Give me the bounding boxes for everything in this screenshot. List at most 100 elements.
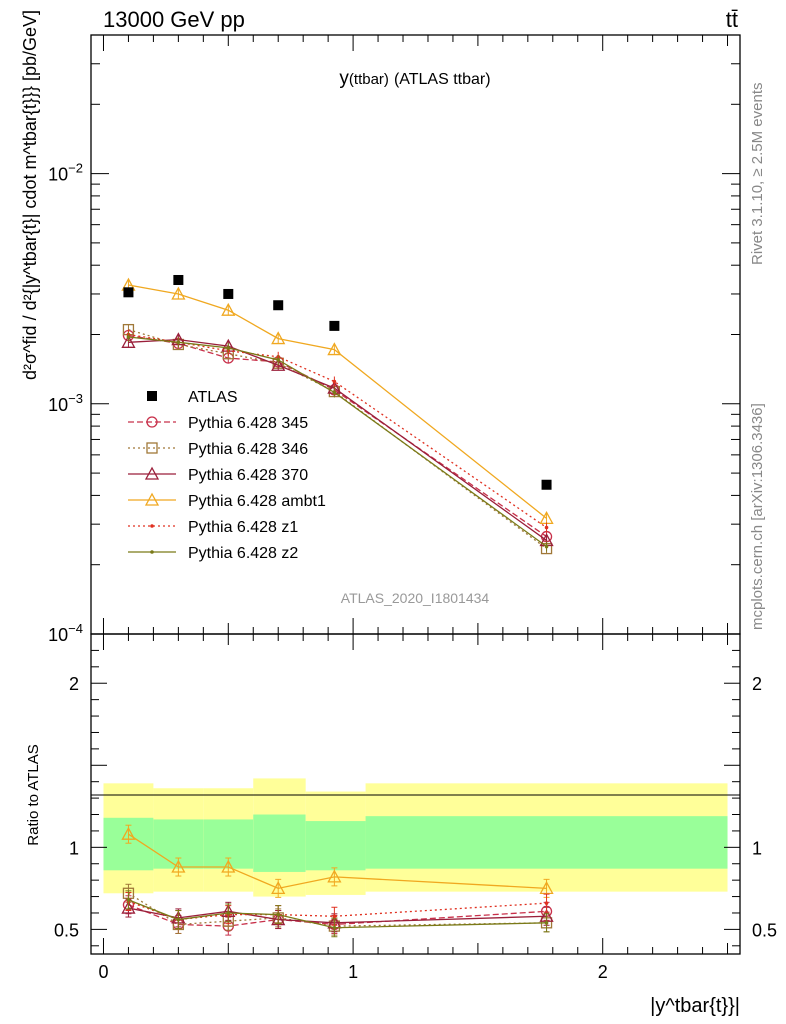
main-series-6	[126, 332, 549, 552]
mcplots-url-label: mcplots.cern.ch [arXiv:1306.3436]	[749, 403, 766, 630]
ratio-band-green-3	[253, 814, 306, 872]
legend-marker-6	[150, 550, 154, 554]
main-title-rest: (ATLAS ttbar)	[394, 71, 491, 88]
main-data-point	[226, 346, 231, 350]
main-panel: 10−4 10−3 10−2 y(ttbar) (ATLAS ttbar) ATLAS…	[20, 10, 741, 645]
ratio-data-point	[332, 925, 337, 930]
legend-marker-0	[147, 391, 157, 401]
ratio-data-point	[544, 921, 549, 925]
ratio-x-tick-label: 2	[598, 962, 608, 982]
main-data-point	[271, 357, 286, 371]
ratio-y-tick-label-right: 0.5	[752, 920, 777, 940]
main-series-4	[121, 277, 554, 524]
legend-marker-4	[144, 492, 160, 506]
main-data-point	[276, 358, 281, 362]
legend-marker-1	[146, 416, 158, 428]
ratio-series-0	[122, 895, 553, 936]
analysis-id-label: ATLAS_2020_I1801434	[341, 590, 490, 606]
main-series-3	[121, 332, 554, 547]
main-series-line-6	[128, 336, 547, 548]
main-y-tick-label: 10−4	[48, 621, 83, 645]
ratio-data-point	[221, 859, 236, 873]
ratio-data-point	[176, 917, 181, 922]
legend-marker-2	[146, 442, 158, 454]
ratio-data-point	[327, 869, 342, 883]
main-data-point	[271, 331, 286, 345]
main-data-point	[223, 288, 234, 299]
ratio-y-tick-label-right: 1	[752, 838, 762, 858]
legend-label-3: Pythia 6.428 370	[188, 467, 308, 484]
ratio-bands-layer	[103, 778, 728, 897]
ratio-series-line-1	[128, 892, 547, 927]
main-data-point	[332, 390, 337, 395]
legend: ATLAS Pythia 6.428 345 Pythia 6.428 346 Pyt…	[128, 389, 326, 562]
header-energy-label: 13000 GeV pp	[103, 7, 245, 32]
legend-label-4: Pythia 6.428 ambt1	[188, 493, 326, 510]
ratio-data-point	[126, 898, 131, 902]
main-data-point	[176, 340, 181, 345]
main-data-point	[126, 335, 131, 339]
ratio-panel-frame	[90, 633, 741, 955]
ratio-data-point	[121, 826, 136, 840]
ratio-data-point	[539, 881, 554, 895]
ratio-panel: 0.5 0.5 1 1 2 2 0 1 2 Ratio to ATLAS |y^tbar{t}}…	[25, 633, 777, 1017]
legend-label-2: Pythia 6.428 346	[188, 441, 308, 458]
ratio-y-tick-label-left: 0.5	[54, 920, 79, 940]
main-data-point	[544, 525, 549, 530]
main-data-point	[171, 286, 186, 300]
ratio-band-green-5	[365, 816, 728, 869]
rivet-version-label: Rivet 3.1.10, ≥ 2.5M events	[749, 83, 766, 266]
main-data-point	[173, 274, 184, 285]
ratio-x-tick-label: 1	[348, 962, 358, 982]
main-y-tick-label: 10−2	[48, 161, 83, 185]
legend-label-0: ATLAS	[188, 389, 238, 406]
main-series-0	[123, 274, 552, 490]
ratio-ticks-layer: 0.5 0.5 1 1 2 2 0 1 2	[54, 633, 777, 982]
main-data-point	[329, 320, 340, 331]
main-series-line-3	[128, 338, 547, 541]
main-data-point	[541, 479, 552, 490]
main-data-point	[273, 300, 284, 311]
ratio-y-tick-label-left: 1	[69, 838, 79, 858]
main-data-point	[121, 334, 136, 348]
main-title-y: y	[339, 68, 349, 89]
header-process-label: tt̄	[726, 7, 738, 32]
ratio-y-tick-label-left: 2	[69, 674, 79, 694]
ratio-series-layer	[121, 824, 554, 938]
ratio-y-axis-label: Ratio to ATLAS	[25, 744, 42, 845]
ratio-y-tick-label-right: 2	[752, 674, 762, 694]
main-data-point	[327, 342, 342, 356]
main-data-point	[544, 544, 549, 549]
legend-marker-3	[144, 466, 160, 480]
ratio-data-point	[226, 911, 231, 915]
ratio-data-point	[332, 914, 337, 919]
main-data-point	[332, 379, 337, 384]
main-series-line-4	[128, 284, 547, 519]
ratio-series-line-5	[128, 899, 547, 929]
main-y-tick-label: 10−3	[48, 391, 83, 415]
main-plot-title: y(ttbar) (ATLAS ttbar)	[339, 68, 490, 89]
main-data-point	[123, 287, 134, 298]
ratio-band-green-4	[305, 821, 366, 871]
ratio-data-point	[171, 859, 186, 873]
legend-label-5: Pythia 6.428 z1	[188, 519, 298, 536]
main-ticks-layer: 10−4 10−3 10−2	[48, 34, 740, 645]
main-series-line-1	[128, 334, 547, 538]
main-title-sub: (ttbar)	[349, 71, 389, 88]
ratio-x-tick-label: 0	[98, 962, 108, 982]
ratio-series-3	[121, 824, 554, 898]
main-data-point	[221, 302, 236, 316]
legend-label-6: Pythia 6.428 z2	[188, 545, 298, 562]
ratio-data-point	[121, 900, 136, 914]
ratio-series-5	[125, 890, 550, 938]
ratio-data-point	[544, 901, 549, 905]
main-series-layer	[121, 274, 554, 555]
main-series-line-2	[128, 328, 547, 550]
ratio-data-point	[271, 881, 286, 895]
main-y-axis-label: d²σ^fid / d²{|y^tbar{t}| cdot m^tbar{t}}…	[20, 10, 40, 380]
ratio-data-point	[276, 912, 281, 917]
x-axis-label: |y^tbar{t}}|	[650, 995, 740, 1017]
legend-label-1: Pythia 6.428 345	[188, 415, 308, 432]
legend-marker-5	[150, 524, 154, 528]
